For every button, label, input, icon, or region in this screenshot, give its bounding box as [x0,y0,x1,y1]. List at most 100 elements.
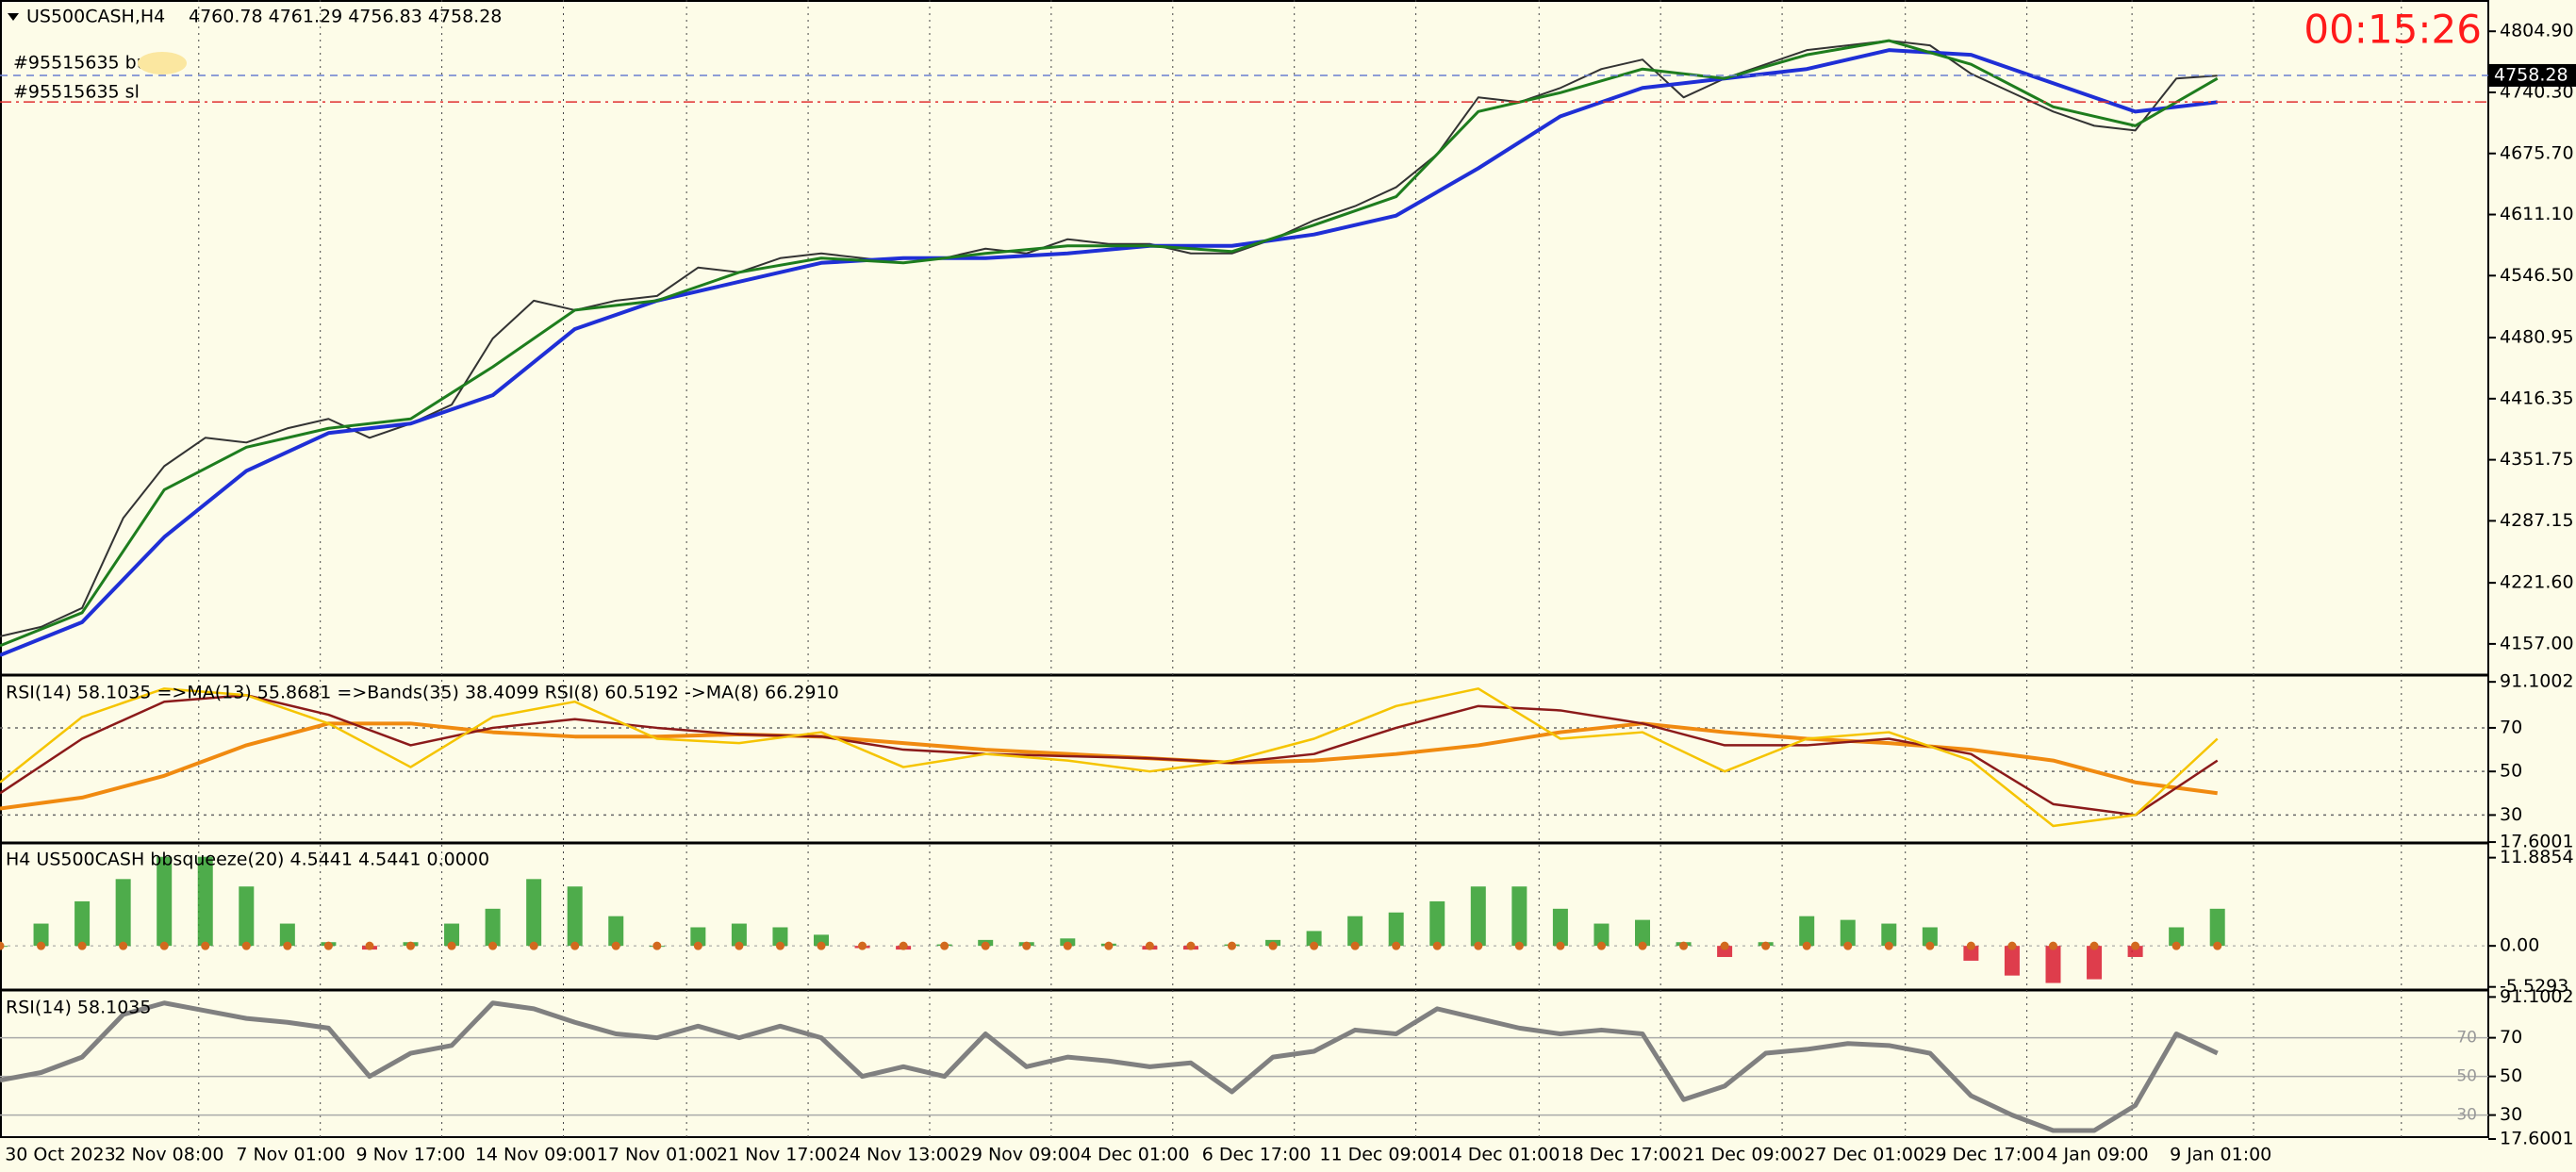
squeeze-dot [283,941,292,950]
squeeze-bar [1922,927,1938,947]
y-tick-label: 4675.70 [2500,142,2574,163]
y-tick-label: 4221.60 [2500,572,2574,593]
y-tick-label: 50 [2500,1065,2522,1086]
squeeze-dot [1145,941,1154,950]
squeeze-bar [1717,946,1733,957]
squeeze-dot [1392,941,1401,950]
squeeze-dot [1802,941,1811,950]
squeeze-dot [1268,941,1278,950]
squeeze-bar [1799,916,1815,947]
squeeze-dot [1761,941,1771,950]
squeeze-bar [1470,886,1486,947]
squeeze-dot [570,941,580,950]
collapse-arrow[interactable] [8,13,19,21]
x-tick-label: 9 Jan 01:00 [2170,1145,2271,1165]
y-tick-label: 17.6001 [2500,1129,2574,1149]
price-line [0,40,2218,637]
y-tick-label: 4157.00 [2500,633,2574,653]
ma-fast [0,39,2219,648]
squeeze-dot [652,941,662,950]
squeeze-bar [1429,900,1445,947]
y-tick-label: 0.00 [2500,935,2539,956]
squeeze-dot [981,941,990,950]
x-tick-label: 11 Dec 09:00 [1319,1145,1440,1165]
y-tick-label: 91.1002 [2500,986,2574,1007]
level-label: 70 [2456,1029,2477,1048]
blur-patch [138,52,187,74]
y-tick-label: 70 [2500,717,2522,737]
x-tick-label: 9 Nov 17:00 [355,1145,465,1165]
squeeze-bar [74,900,91,947]
squeeze-dot [2171,941,2181,950]
squeeze-bar [1593,923,1610,947]
squeeze-dot [693,941,702,950]
y-tick-label: 91.1002 [2500,671,2574,692]
squeeze-dot [735,941,744,950]
x-tick-label: 14 Dec 01:00 [1440,1145,1560,1165]
y-tick-label: 30 [2500,1104,2522,1125]
y-tick-label: -5.5293 [2500,976,2568,997]
squeeze-bar [1840,919,1856,947]
y-tick-label: 4351.75 [2500,449,2574,470]
y-tick-label: 4480.95 [2500,327,2574,348]
squeeze-dot [365,941,374,950]
squeeze-dot [1186,941,1196,950]
squeeze-bar [239,886,255,947]
squeeze-bar [485,908,501,947]
squeeze-bar [2087,946,2103,980]
ma-slow [0,48,2218,657]
x-tick-label: 17 Nov 01:00 [597,1145,718,1165]
x-tick-label: 27 Dec 01:00 [1804,1145,1924,1165]
squeeze-dot [1350,941,1360,950]
squeeze-dot [1514,941,1524,950]
squeeze-bar [731,923,747,947]
squeeze-bar [1511,886,1527,947]
price-tag-label: 4758.28 [2494,64,2568,85]
squeeze-dot [940,941,949,950]
squeeze-dot [1310,941,1319,950]
squeeze-bar [2045,946,2061,983]
panel-label: RSI(14) 58.1035 [6,998,151,1018]
x-tick-label: 6 Dec 17:00 [1202,1145,1312,1165]
y-tick-label: 11.8854 [2500,847,2574,867]
squeeze-dot [1474,941,1483,950]
squeeze-bar [1388,912,1404,947]
squeeze-dot [1679,941,1689,950]
squeeze-dot [77,941,87,950]
squeeze-dot [1432,941,1442,950]
x-tick-label: 29 Dec 17:00 [1924,1145,2044,1165]
level-label: 30 [2456,1106,2477,1125]
x-tick-label: 18 Dec 17:00 [1560,1145,1681,1165]
squeeze-dot [488,941,498,950]
squeeze-dot [1228,941,1236,950]
marks [0,39,2225,1133]
rsi-rsi8 [0,687,2219,828]
ohlc: 4760.78 4761.29 4756.83 4758.28 [189,7,502,27]
squeeze-bar [1963,946,1979,961]
symbol: US500CASH,H4 [26,7,165,27]
squeeze-bar [115,879,131,947]
squeeze-dot [817,941,826,950]
squeeze-dot [1843,941,1853,950]
squeeze-dot [1022,941,1032,950]
squeeze-dot [241,941,251,950]
squeeze-dot [2131,941,2140,950]
y-tick-label: 4611.10 [2500,204,2574,224]
rsi2-line [0,1000,2219,1133]
x-tick-label: 24 Nov 13:00 [838,1145,959,1165]
squeeze-dot [0,941,5,950]
squeeze-dot [1720,941,1729,950]
squeeze-dot [1556,941,1565,950]
squeeze-bar [526,879,542,947]
squeeze-dot [775,941,784,950]
x-tick-label: 2 Nov 08:00 [114,1145,223,1165]
squeeze-dot [611,941,620,950]
squeeze-bar [1881,923,1897,947]
squeeze-dot [1884,941,1893,950]
squeeze-dot [406,941,415,950]
squeeze-dot [1596,941,1606,950]
squeeze-bar [1552,908,1568,947]
level-label: 50 [2456,1067,2477,1086]
squeeze-dot [37,941,46,950]
